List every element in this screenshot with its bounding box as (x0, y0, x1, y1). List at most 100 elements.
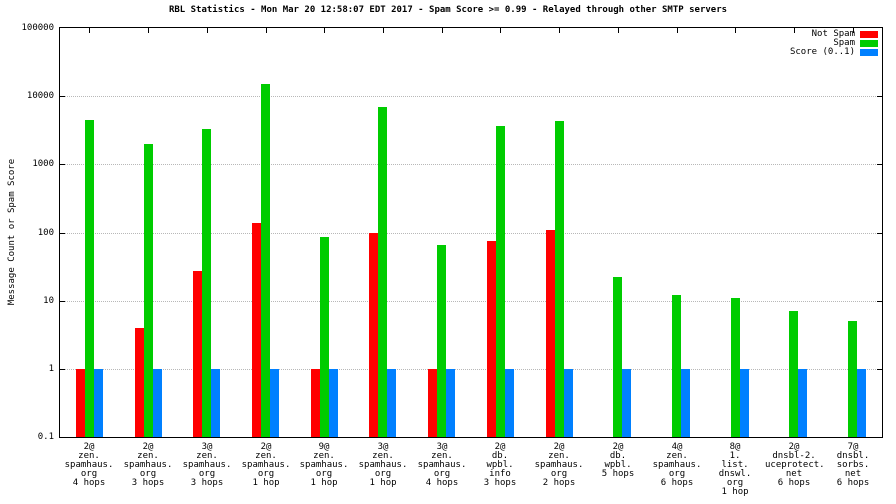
bar-spam-9 (613, 277, 623, 437)
legend-item: Not Spam (790, 30, 878, 39)
x-category-label: 2@ db. wpbl. info 3 hops (483, 442, 517, 488)
y-tick-mark (877, 164, 882, 165)
x-category-label: 3@ zen. spamhaus. org 1 hop (358, 442, 408, 488)
x-tick-mark (500, 28, 501, 33)
x-category-label: 2@ db. wpbl. 5 hops (601, 442, 635, 479)
gridline (60, 164, 882, 165)
x-category-label: 3@ zen. spamhaus. org 4 hops (417, 442, 467, 488)
plot-area (59, 27, 883, 438)
x-category-label: 2@ zen. spamhaus. org 3 hops (123, 442, 173, 488)
bar-score-0-1-3 (270, 368, 279, 437)
y-tick-label: 10 (43, 296, 54, 306)
bar-score-0-1-1 (152, 368, 162, 437)
y-tick-mark (60, 369, 65, 370)
x-category-label: 2@ zen. spamhaus. org 1 hop (241, 442, 291, 488)
x-tick-mark (618, 28, 619, 33)
x-tick-mark (735, 28, 736, 33)
bar-spam-0 (84, 119, 94, 437)
y-tick-label: 1 (48, 364, 54, 374)
bar-spam-2 (202, 128, 212, 437)
x-tick-mark (207, 28, 208, 33)
bar-score-0-1-10 (681, 368, 690, 437)
y-tick-label: 10000 (26, 91, 54, 101)
x-category-label: 4@ zen. spamhaus. org 6 hops (652, 442, 702, 488)
x-category-label: 2@ zen. spamhaus. org 4 hops (64, 442, 114, 488)
bar-spam-6 (437, 245, 447, 437)
y-tick-label: 100 (37, 228, 54, 238)
bar-not-spam-3 (252, 222, 261, 437)
legend-item: Score (0..1) (790, 48, 878, 57)
bar-not-spam-7 (486, 241, 496, 437)
bar-not-spam-4 (310, 368, 320, 437)
x-tick-mark (794, 28, 795, 33)
bar-spam-12 (789, 311, 799, 437)
bar-score-0-1-0 (93, 368, 103, 437)
bar-score-0-1-13 (857, 368, 867, 437)
gridline (60, 369, 882, 370)
y-tick-mark (60, 96, 65, 97)
gridline (60, 301, 882, 302)
x-tick-mark (442, 28, 443, 33)
bar-spam-3 (261, 84, 270, 437)
bar-not-spam-6 (428, 368, 438, 437)
y-tick-mark (877, 369, 882, 370)
x-tick-mark (148, 28, 149, 33)
y-tick-label: 0.1 (37, 432, 54, 442)
bar-score-0-1-7 (504, 368, 514, 437)
bar-score-0-1-4 (328, 368, 338, 437)
legend: Not Spam Spam Score (0..1) (790, 30, 878, 57)
bar-spam-4 (319, 237, 329, 437)
x-category-label: 3@ zen. spamhaus. org 3 hops (182, 442, 232, 488)
legend-item: Spam (790, 39, 878, 48)
bar-not-spam-2 (193, 271, 203, 437)
x-category-label: 7@ dnsbl. sorbs. net 6 hops (836, 442, 870, 488)
x-category-label: 2@ dnsbl-2. uceprotect. net 6 hops (765, 442, 825, 488)
bar-spam-5 (378, 106, 388, 437)
x-category-label: 9@ zen. spamhaus. org 1 hop (299, 442, 349, 488)
bar-score-0-1-9 (622, 368, 632, 437)
legend-swatch (860, 40, 878, 47)
x-tick-mark (383, 28, 384, 33)
gridline (60, 96, 882, 97)
legend-label: Score (0..1) (789, 47, 855, 57)
x-category-label: 2@ zen. spamhaus. org 2 hops (534, 442, 584, 488)
bar-not-spam-1 (134, 327, 144, 437)
x-tick-mark (266, 28, 267, 33)
gridline (60, 233, 882, 234)
y-tick-mark (877, 301, 882, 302)
x-category-labels: 2@ zen. spamhaus. org 4 hops 2@ zen. spam… (0, 443, 896, 503)
y-tick-label: 1000 (32, 159, 54, 169)
x-tick-mark (89, 28, 90, 33)
bar-spam-10 (672, 295, 681, 437)
y-tick-mark (60, 233, 65, 234)
bar-spam-13 (848, 321, 858, 437)
y-tick-mark (60, 301, 65, 302)
bar-score-0-1-6 (446, 368, 456, 437)
y-tick-label: 100000 (21, 23, 54, 33)
bar-not-spam-0 (75, 368, 85, 437)
bar-spam-11 (730, 297, 740, 437)
bar-spam-1 (143, 143, 153, 437)
bar-score-0-1-5 (387, 368, 397, 437)
bar-spam-8 (554, 121, 564, 437)
x-tick-mark (677, 28, 678, 33)
legend-label: Spam (833, 38, 855, 48)
x-tick-mark (324, 28, 325, 33)
y-tick-mark (877, 233, 882, 234)
bar-score-0-1-12 (798, 368, 808, 437)
bar-score-0-1-11 (739, 368, 749, 437)
x-category-label: 8@ 1. list. dnswl. org 1 hop (718, 442, 752, 497)
bar-score-0-1-8 (563, 368, 573, 437)
x-tick-mark (559, 28, 560, 33)
x-tick-mark (853, 28, 854, 33)
bar-not-spam-5 (369, 232, 379, 437)
chart-title: RBL Statistics - Mon Mar 20 12:58:07 EDT… (168, 5, 728, 15)
y-tick-mark (60, 164, 65, 165)
bar-spam-7 (495, 126, 505, 437)
legend-label: Not Spam (811, 29, 855, 39)
legend-swatch (860, 31, 878, 38)
bar-not-spam-8 (545, 229, 555, 437)
bar-score-0-1-2 (211, 368, 221, 437)
y-tick-mark (877, 96, 882, 97)
